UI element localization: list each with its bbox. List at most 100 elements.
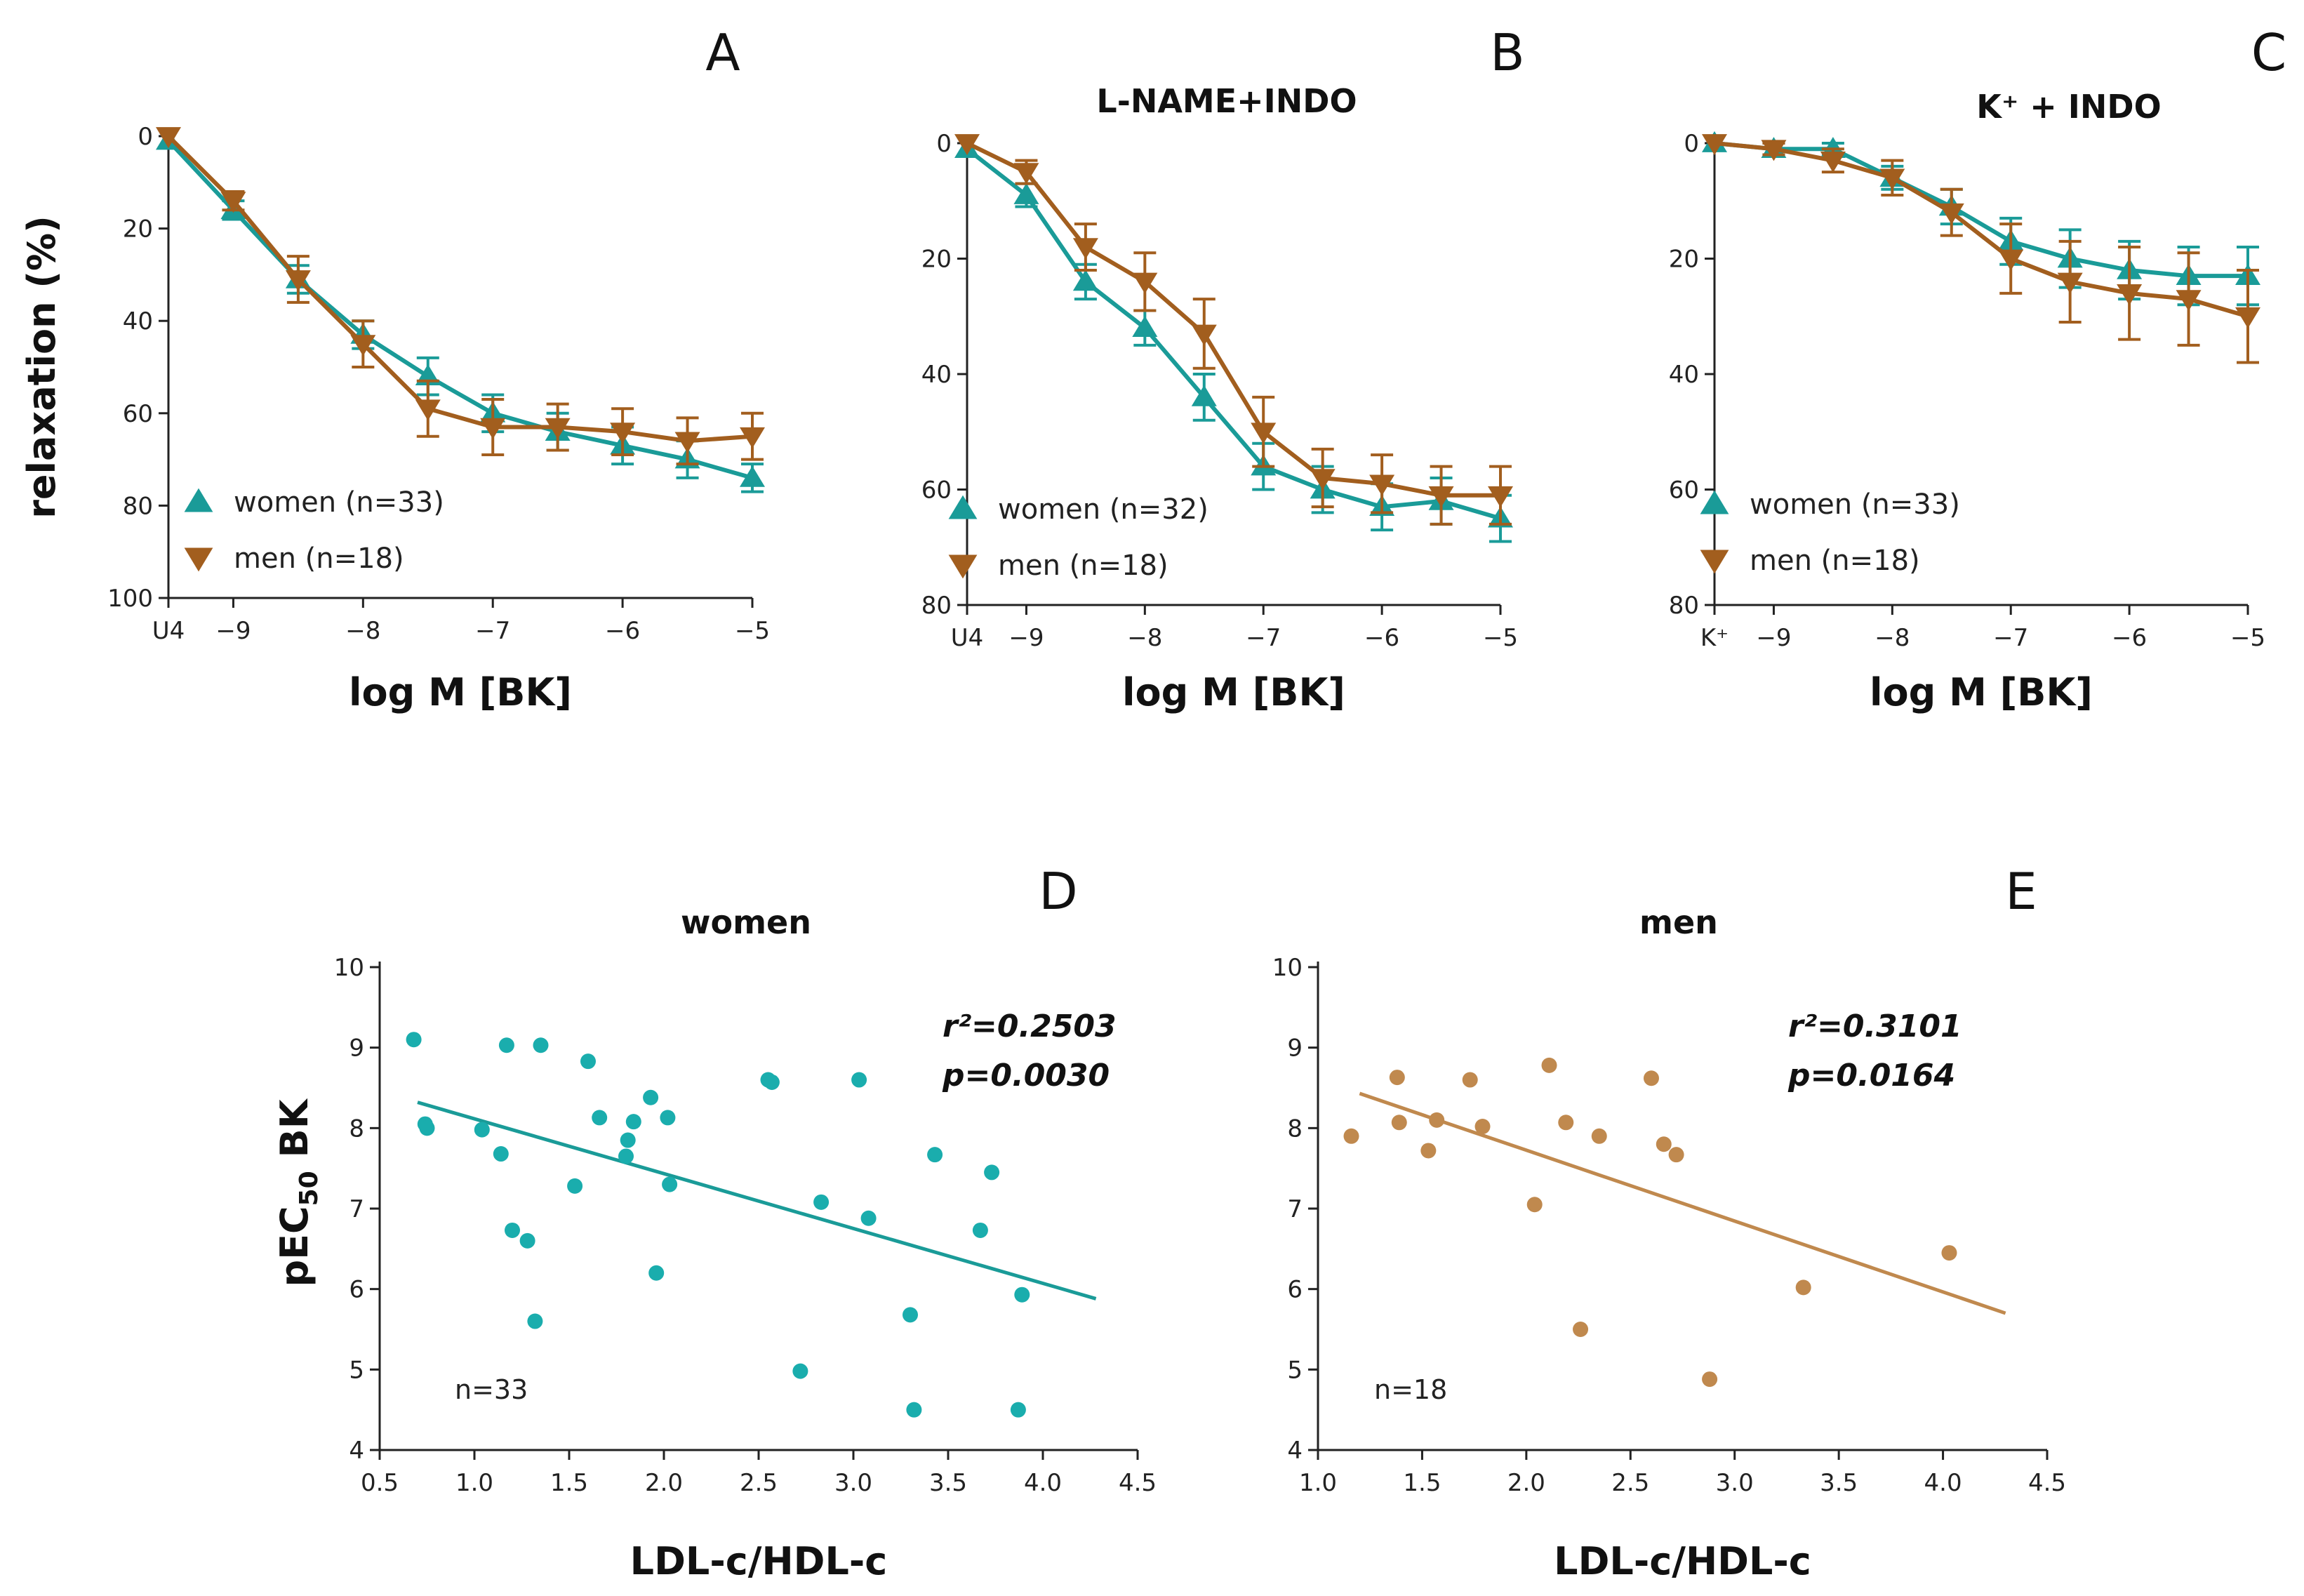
x-tick-label: −8 bbox=[1127, 624, 1162, 652]
scatter-point bbox=[1941, 1245, 1957, 1261]
x-tick-label: −5 bbox=[1483, 624, 1518, 652]
y-tick-label: 40 bbox=[1669, 361, 1699, 389]
y-tick-label: 6 bbox=[349, 1276, 364, 1304]
p-value-label: p=0.0164 bbox=[1787, 1058, 1955, 1093]
x-tick-label: −9 bbox=[215, 617, 251, 645]
data-point bbox=[285, 270, 311, 292]
scatter-point bbox=[851, 1072, 867, 1088]
data-point bbox=[1132, 272, 1158, 294]
y-tick-label: 4 bbox=[349, 1437, 364, 1465]
scatter-point bbox=[1526, 1197, 1543, 1213]
y-tick-label: 60 bbox=[921, 477, 952, 505]
x-tick-label: −6 bbox=[2112, 624, 2147, 652]
scatter-point bbox=[580, 1053, 596, 1070]
series-women bbox=[954, 137, 1513, 543]
y-tick-label: 7 bbox=[1287, 1195, 1303, 1223]
scatter-point bbox=[972, 1222, 988, 1238]
panel-B: 0 20 40 60 80 U4 −9 −8 −7 −6 −5 log M [BK] B L-NAME+I… bbox=[921, 23, 1525, 714]
x-tick-label: U4 bbox=[152, 617, 185, 645]
x-axis-label: LDL-c/HDL-c bbox=[630, 1539, 888, 1583]
sample-size-label: n=18 bbox=[1374, 1374, 1447, 1405]
data-point bbox=[1191, 324, 1217, 346]
scatter-point bbox=[527, 1313, 543, 1329]
x-tick-label: −7 bbox=[1993, 624, 2028, 652]
y-tick-label: 9 bbox=[1287, 1035, 1303, 1063]
data-point bbox=[740, 465, 765, 487]
x-tick-label: −9 bbox=[1756, 624, 1791, 652]
y-tick-label: 60 bbox=[123, 400, 153, 428]
data-point bbox=[2235, 307, 2260, 328]
x-tick-label: 2.5 bbox=[740, 1469, 778, 1497]
data-point bbox=[1013, 182, 1039, 204]
data-point bbox=[2176, 290, 2202, 312]
scatter-point bbox=[1643, 1070, 1659, 1086]
x-tick-label: −8 bbox=[345, 617, 380, 645]
x-axis-label: log M [BK] bbox=[1122, 670, 1345, 714]
x-axis-label: log M [BK] bbox=[1870, 670, 2093, 714]
data-point bbox=[1013, 163, 1039, 185]
legend-marker bbox=[184, 547, 213, 572]
x-tick-label: 4.0 bbox=[1924, 1469, 1962, 1497]
scatter-point bbox=[567, 1178, 583, 1194]
legend-label: men (n=18) bbox=[998, 550, 1168, 582]
panel-letter: A bbox=[705, 23, 740, 82]
y-tick-label: 20 bbox=[123, 215, 153, 244]
scatter-point bbox=[419, 1120, 435, 1136]
data-point bbox=[1879, 168, 1905, 190]
y-tick-label: 80 bbox=[123, 492, 153, 520]
y-tick-label: 40 bbox=[921, 361, 952, 389]
legend-label: men (n=18) bbox=[1750, 545, 1920, 577]
series-men bbox=[156, 127, 765, 466]
scatter-point bbox=[1656, 1136, 1672, 1152]
r-squared-label: r²=0.2503 bbox=[943, 1009, 1117, 1044]
data-point bbox=[1072, 270, 1098, 291]
scatter-point bbox=[1429, 1112, 1445, 1128]
y-tick-label: 6 bbox=[1287, 1276, 1303, 1304]
panel-title: L-NAME+INDO bbox=[1096, 82, 1357, 120]
scatter-point bbox=[903, 1307, 918, 1323]
r-squared-label: r²=0.3101 bbox=[1788, 1009, 1962, 1044]
panel-E: 4 5 6 7 8 9 10 1.0 1.5 2.0 2.5 3.0 3.5 4.0 4.5 LDL-c/HD… bbox=[1272, 862, 2066, 1583]
y-tick-label: 60 bbox=[1669, 477, 1699, 505]
data-point bbox=[1251, 423, 1277, 444]
scatter-point bbox=[1558, 1115, 1574, 1131]
data-point bbox=[1369, 474, 1395, 496]
scatter-point bbox=[493, 1146, 509, 1162]
x-tick-label: 2.0 bbox=[1507, 1469, 1545, 1497]
data-point bbox=[1938, 203, 1964, 225]
data-point bbox=[545, 418, 571, 439]
x-axis-label: LDL-c/HDL-c bbox=[1554, 1539, 1811, 1583]
x-tick-label: −5 bbox=[735, 617, 770, 645]
x-tick-label: 2.0 bbox=[645, 1469, 683, 1497]
scatter-point bbox=[660, 1110, 676, 1126]
scatter-point bbox=[1541, 1057, 1557, 1073]
legend-marker bbox=[948, 554, 978, 579]
data-point bbox=[1072, 238, 1098, 260]
data-point bbox=[610, 423, 636, 444]
panel-D: 4 5 6 7 8 9 10 0.5 1.0 1.5 2.0 2.5 3.0 3.5 4.0 4.5 LDL-c… bbox=[272, 862, 1157, 1583]
y-tick-label: 40 bbox=[123, 307, 153, 335]
x-tick-label: 4.5 bbox=[1119, 1469, 1157, 1497]
x-axis-label: log M [BK] bbox=[349, 670, 572, 714]
legend-marker bbox=[948, 495, 978, 519]
x-tick-label: 0.5 bbox=[361, 1469, 399, 1497]
data-point bbox=[156, 127, 181, 149]
y-tick-label: 0 bbox=[1684, 130, 1699, 158]
scatter-point bbox=[764, 1074, 780, 1090]
scatter-point bbox=[662, 1176, 678, 1192]
panel-title: men bbox=[1639, 903, 1718, 941]
data-point bbox=[1310, 469, 1336, 491]
y-tick-label: 10 bbox=[1272, 954, 1303, 982]
x-tick-label: 3.5 bbox=[929, 1469, 967, 1497]
scatter-point bbox=[1795, 1279, 1811, 1296]
data-point bbox=[1488, 486, 1513, 507]
panel-letter: B bbox=[1490, 23, 1524, 82]
data-point bbox=[1820, 151, 1846, 173]
data-point bbox=[1191, 385, 1217, 406]
scatter-point bbox=[1462, 1072, 1478, 1088]
data-point bbox=[1702, 134, 1727, 156]
scatter-point bbox=[1474, 1119, 1491, 1135]
scatter-point bbox=[533, 1037, 549, 1053]
series-line bbox=[1714, 141, 2248, 279]
